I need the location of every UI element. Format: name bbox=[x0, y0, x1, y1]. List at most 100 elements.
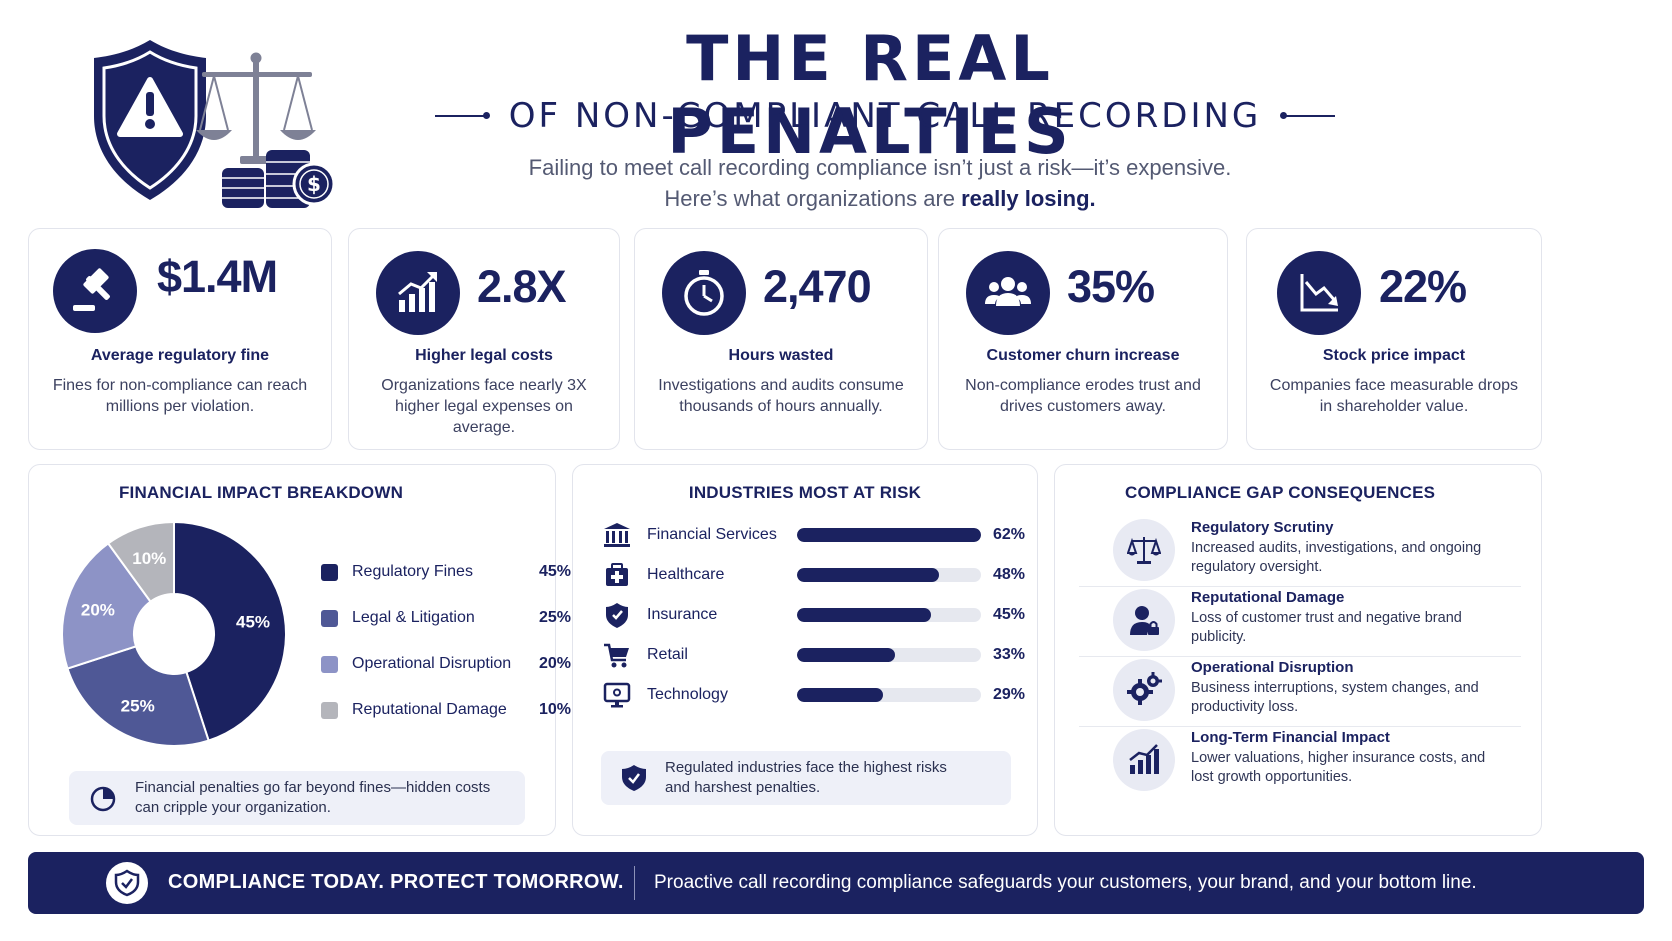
consequence-desc: Loss of customer trust and negative bran… bbox=[1191, 610, 1462, 645]
consequence-item: Reputational Damage Loss of customer tru… bbox=[1079, 583, 1521, 657]
industry-bar-track bbox=[797, 648, 981, 662]
stat-desc: Fines for non-compliance can reach milli… bbox=[52, 377, 308, 415]
consequence-title: Regulatory Scrutiny bbox=[1191, 519, 1334, 536]
legend-label: Regulatory Fines bbox=[352, 563, 473, 580]
consequence-item: Operational Disruption Business interrup… bbox=[1079, 653, 1521, 727]
panel-title: FINANCIAL IMPACT BREAKDOWN bbox=[118, 483, 404, 502]
consequence-item: Regulatory Scrutiny Increased audits, in… bbox=[1079, 513, 1521, 587]
industry-value: 45% bbox=[993, 606, 1026, 623]
stat-value: 2.8X bbox=[477, 261, 567, 312]
legend-label: Reputational Damage bbox=[352, 701, 507, 718]
legend-value: 25% bbox=[538, 609, 571, 626]
scales-icon bbox=[1113, 519, 1175, 581]
stat-card-legal-costs: 2.8X Higher legal costs Organizations fa… bbox=[348, 228, 620, 450]
dollar-icon: $ bbox=[292, 162, 336, 206]
legend-value: 20% bbox=[538, 655, 571, 672]
industry-row: Technology 29% bbox=[603, 680, 1033, 710]
monitor-icon bbox=[603, 682, 631, 708]
stat-card-customer-churn: 35% Customer churn increase Non-complian… bbox=[938, 228, 1228, 450]
industry-bar bbox=[797, 568, 940, 582]
stat-desc: Organizations face nearly 3X higher lega… bbox=[381, 377, 587, 436]
legend-row: Reputational Damage 10% bbox=[321, 687, 571, 733]
legend-value: 45% bbox=[538, 563, 571, 580]
stat-desc: Investigations and audits consume thousa… bbox=[658, 377, 904, 415]
stat-value: 35% bbox=[1067, 261, 1155, 312]
legend-row: Legal & Litigation 25% bbox=[321, 595, 571, 641]
intro-text: Failing to meet call recording complianc… bbox=[440, 152, 1320, 214]
panel-title: INDUSTRIES MOST AT RISK bbox=[688, 483, 922, 502]
industry-label: Insurance bbox=[647, 606, 718, 623]
svg-text:$: $ bbox=[307, 172, 321, 196]
page-title: THE REAL PENALTIES bbox=[667, 22, 1073, 168]
gavel-icon bbox=[53, 249, 137, 333]
person-lock-icon bbox=[1113, 589, 1175, 651]
bottom-banner: COMPLIANCE TODAY. PROTECT TOMORROW. Proa… bbox=[28, 852, 1644, 914]
slice-label: 10% bbox=[132, 549, 166, 568]
financial-note: Financial penalties go far beyond fines—… bbox=[69, 771, 525, 825]
industry-value: 33% bbox=[993, 646, 1026, 663]
industry-bar bbox=[797, 608, 931, 622]
consequences-panel: COMPLIANCE GAP CONSEQUENCES Regulatory S… bbox=[1054, 464, 1542, 836]
industries-panel: INDUSTRIES MOST AT RISK Financial Servic… bbox=[572, 464, 1038, 836]
stat-label: Hours wasted bbox=[728, 347, 834, 364]
bar-chart-icon bbox=[1113, 729, 1175, 791]
consequence-title: Operational Disruption bbox=[1191, 659, 1354, 676]
scales-icon bbox=[196, 52, 316, 164]
banner-divider bbox=[634, 866, 635, 900]
consequence-desc: Increased audits, investigations, and on… bbox=[1191, 540, 1482, 575]
bank-icon bbox=[604, 523, 630, 547]
shield-icon bbox=[606, 603, 628, 628]
consequence-desc: Lower valuations, higher insurance costs… bbox=[1191, 750, 1486, 785]
legend-swatch bbox=[321, 655, 338, 673]
legend-label: Operational Disruption bbox=[352, 655, 512, 672]
gears-icon bbox=[1113, 659, 1175, 721]
consequence-title: Reputational Damage bbox=[1191, 589, 1345, 606]
industry-row: Insurance 45% bbox=[603, 600, 1033, 630]
stat-label: Customer churn increase bbox=[986, 347, 1180, 364]
slice-legal-litigation bbox=[66, 645, 210, 747]
chart-down-icon bbox=[1277, 251, 1361, 335]
legend-swatch bbox=[321, 563, 338, 581]
intro-emphasis: really losing. bbox=[961, 186, 1096, 211]
stat-card-stock-price: 22% Stock price impact Companies face me… bbox=[1246, 228, 1542, 450]
industries-note: Regulated industries face the highest ri… bbox=[601, 751, 1011, 805]
pie-chart-icon bbox=[90, 786, 116, 812]
slice-label: 25% bbox=[121, 696, 155, 715]
intro-line-2-prefix: Here’s what organizations are bbox=[664, 186, 955, 211]
header-illustration: $ bbox=[94, 40, 336, 208]
financial-impact-panel: FINANCIAL IMPACT BREAKDOWN 45% 25% 20% 10% … bbox=[28, 464, 571, 836]
stat-desc: Companies face measurable drops in share… bbox=[1269, 377, 1519, 415]
financial-legend: Regulatory Fines 45% Legal & Litigation 25… bbox=[321, 549, 571, 733]
legend-swatch bbox=[321, 701, 338, 719]
stat-value: 2,470 bbox=[763, 261, 872, 312]
consequence-title: Long-Term Financial Impact bbox=[1191, 729, 1390, 746]
shield-warning-icon bbox=[94, 40, 206, 200]
people-icon bbox=[966, 251, 1050, 335]
industry-row: Retail 33% bbox=[603, 640, 1033, 670]
stat-label: Higher legal costs bbox=[415, 347, 553, 364]
stat-card-hours-wasted: 2,470 Hours wasted Investigations and au… bbox=[634, 228, 928, 450]
industry-bar-track bbox=[797, 568, 981, 582]
legend-row: Operational Disruption 20% bbox=[321, 641, 571, 687]
industry-bar bbox=[797, 648, 895, 662]
legend-label: Legal & Litigation bbox=[352, 609, 475, 626]
banner-text: Proactive call recording compliance safe… bbox=[654, 872, 1477, 893]
chart-up-icon bbox=[376, 251, 460, 335]
consequence-item: Long-Term Financial Impact Lower valuati… bbox=[1079, 723, 1521, 797]
industry-bar-track bbox=[797, 528, 981, 542]
industry-bar bbox=[797, 528, 981, 542]
industry-label: Financial Services bbox=[647, 526, 777, 543]
slice-operational-disruption bbox=[61, 541, 152, 670]
legend-value: 10% bbox=[538, 701, 571, 718]
industry-label: Healthcare bbox=[647, 566, 725, 583]
subtitle-rule-left bbox=[434, 112, 490, 119]
medical-kit-icon bbox=[606, 563, 628, 586]
stat-value: $1.4M bbox=[157, 251, 278, 302]
industry-row: Healthcare 48% bbox=[603, 560, 1033, 590]
slice-label: 45% bbox=[236, 612, 270, 631]
slice-label: 20% bbox=[81, 600, 115, 619]
intro-line-1: Failing to meet call recording complianc… bbox=[528, 155, 1232, 180]
cart-icon bbox=[604, 643, 629, 668]
intro-line-2: Here’s what organizations are really los… bbox=[440, 183, 1320, 214]
note-text: Financial penalties go far beyond fines—… bbox=[135, 779, 491, 816]
